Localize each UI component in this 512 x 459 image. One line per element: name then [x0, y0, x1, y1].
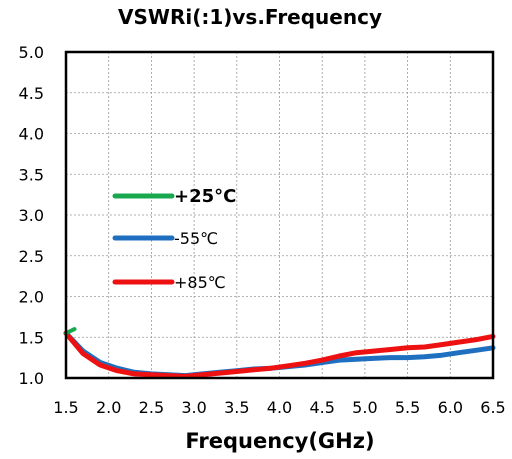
x-tick-label: 5.5	[395, 398, 420, 417]
y-tick-label: 4.5	[19, 84, 44, 103]
legend-label-minus55: -55℃	[174, 229, 218, 248]
x-tick-label: 3.5	[224, 398, 249, 417]
y-tick-label: 3.0	[19, 206, 44, 225]
legend: +25°C -55℃ +85℃	[115, 186, 236, 292]
x-axis-label: Frequency(GHz)	[185, 429, 374, 453]
y-tick-label: 5.0	[19, 43, 44, 62]
x-tick-label: 2.0	[96, 398, 121, 417]
y-tick-label: 1.5	[19, 328, 44, 347]
series-line-plus25	[66, 329, 75, 333]
x-tick-label: 5.0	[352, 398, 377, 417]
chart-title: VSWRi(:1)vs.Frequency	[118, 5, 382, 29]
y-tick-label: 1.0	[19, 369, 44, 388]
legend-label-plus85: +85℃	[174, 273, 226, 292]
y-tick-label: 2.5	[19, 247, 44, 266]
y-tick-label: 4.0	[19, 125, 44, 144]
x-tick-label: 2.5	[139, 398, 164, 417]
x-tick-label: 6.5	[480, 398, 505, 417]
y-tick-label: 2.0	[19, 288, 44, 307]
x-tick-label: 1.5	[53, 398, 78, 417]
x-tick-label: 4.0	[267, 398, 292, 417]
grid-layer	[66, 52, 493, 378]
y-tick-labels: 1.0 1.5 2.0 2.5 3.0 3.5 4.0 4.5 5.0	[19, 43, 44, 388]
x-tick-label: 3.0	[181, 398, 206, 417]
y-tick-label: 3.5	[19, 165, 44, 184]
legend-label-plus25: +25°C	[174, 186, 236, 207]
x-tick-labels: 1.5 2.0 2.5 3.0 3.5 4.0 4.5 5.0 5.5 6.0 6.5	[53, 398, 505, 417]
x-tick-label: 6.0	[438, 398, 463, 417]
x-tick-label: 4.5	[309, 398, 334, 417]
